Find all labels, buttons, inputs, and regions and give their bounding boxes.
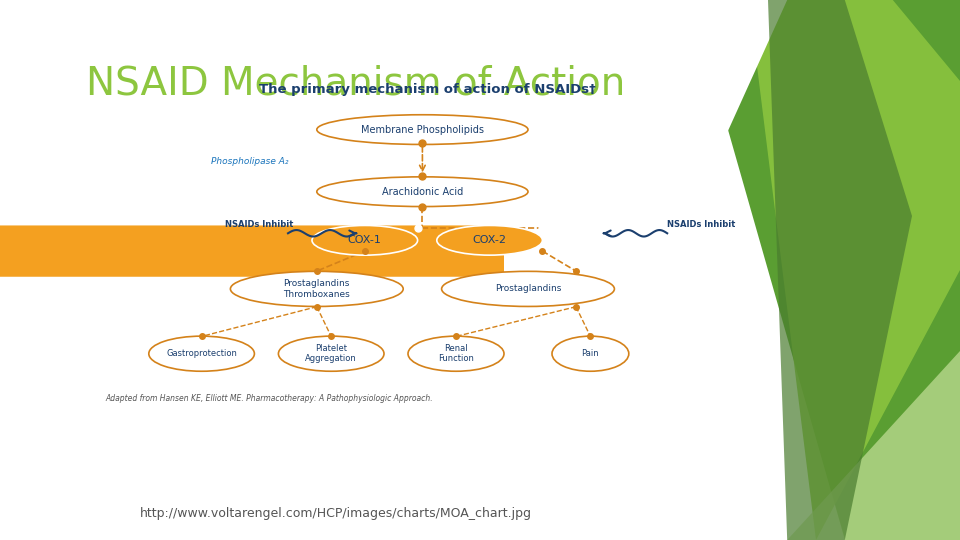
Text: Platelet
Aggregation: Platelet Aggregation <box>305 344 357 363</box>
Text: Membrane Phospholipids: Membrane Phospholipids <box>361 125 484 134</box>
Text: Pain: Pain <box>582 349 599 358</box>
Ellipse shape <box>317 177 528 206</box>
Polygon shape <box>691 0 960 540</box>
Text: Adapted from Hansen KE, Elliott ME. Pharmacotherapy: A Pathophysiologic Approach: Adapted from Hansen KE, Elliott ME. Phar… <box>105 394 433 403</box>
Text: NSAID Mechanism of Action: NSAID Mechanism of Action <box>86 65 626 103</box>
Polygon shape <box>768 0 912 540</box>
Ellipse shape <box>408 336 504 372</box>
Ellipse shape <box>437 225 542 255</box>
Polygon shape <box>528 0 787 540</box>
Text: Prostaglandins
Thromboxanes: Prostaglandins Thromboxanes <box>283 279 350 299</box>
Text: http://www.voltarengel.com/HCP/images/charts/MOA_chart.jpg: http://www.voltarengel.com/HCP/images/ch… <box>140 507 532 519</box>
Ellipse shape <box>552 336 629 372</box>
Ellipse shape <box>230 271 403 306</box>
Text: COX-2: COX-2 <box>472 235 507 245</box>
Ellipse shape <box>149 336 254 372</box>
Text: Phospholipase A₂: Phospholipase A₂ <box>211 158 289 166</box>
Ellipse shape <box>317 115 528 145</box>
Text: Gastroprotection: Gastroprotection <box>166 349 237 358</box>
Ellipse shape <box>278 336 384 372</box>
Ellipse shape <box>312 225 418 255</box>
FancyBboxPatch shape <box>0 226 504 276</box>
Text: Renal
Function: Renal Function <box>438 344 474 363</box>
Text: COX-1: COX-1 <box>348 235 382 245</box>
Polygon shape <box>720 351 960 540</box>
Ellipse shape <box>442 271 614 306</box>
Text: The primary mechanism of action of NSAIDs†: The primary mechanism of action of NSAID… <box>259 83 595 96</box>
Polygon shape <box>749 0 960 540</box>
Text: NSAIDs Inhibit: NSAIDs Inhibit <box>666 220 735 228</box>
Text: NSAIDs Inhibit: NSAIDs Inhibit <box>225 220 294 228</box>
Text: Prostaglandins: Prostaglandins <box>494 285 562 293</box>
Text: Arachidonic Acid: Arachidonic Acid <box>382 187 463 197</box>
